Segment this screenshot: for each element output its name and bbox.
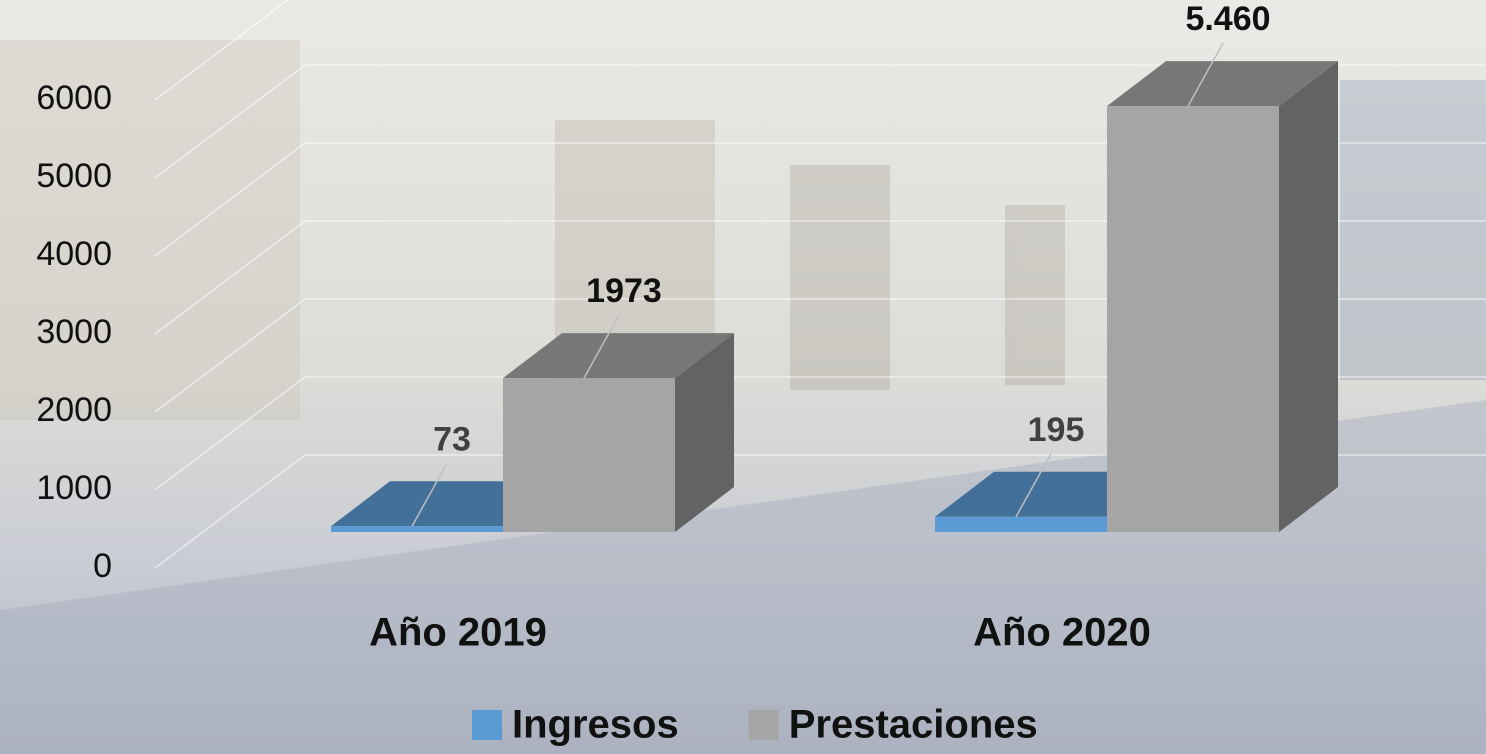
legend-label: Ingresos (512, 703, 679, 747)
y-tick-label: 3000 (36, 313, 112, 351)
value-label: 73 (433, 420, 471, 458)
value-label: 5.460 (1185, 0, 1270, 38)
legend-swatch (749, 710, 779, 740)
bar (331, 526, 503, 532)
y-tick-label: 4000 (36, 235, 112, 273)
x-tick-label: Año 2019 (369, 611, 547, 655)
y-tick-label: 2000 (36, 391, 112, 429)
legend-label: Prestaciones (789, 703, 1038, 747)
value-label: 1973 (586, 272, 662, 310)
y-tick-label: 6000 (36, 79, 112, 117)
y-tick-label: 0 (93, 547, 112, 585)
legend-swatch (472, 710, 502, 740)
bar (935, 517, 1107, 532)
value-label: 195 (1028, 411, 1085, 449)
y-tick-label: 5000 (36, 157, 112, 195)
bar (1107, 106, 1279, 532)
chart: 0 1000 2000 3000 4000 5000 6000 Año 2019 Año 202… (0, 0, 1486, 754)
x-tick-label: Año 2020 (973, 611, 1151, 655)
bar (503, 378, 675, 532)
bar-side (1279, 61, 1338, 532)
y-tick-label: 1000 (36, 469, 112, 507)
